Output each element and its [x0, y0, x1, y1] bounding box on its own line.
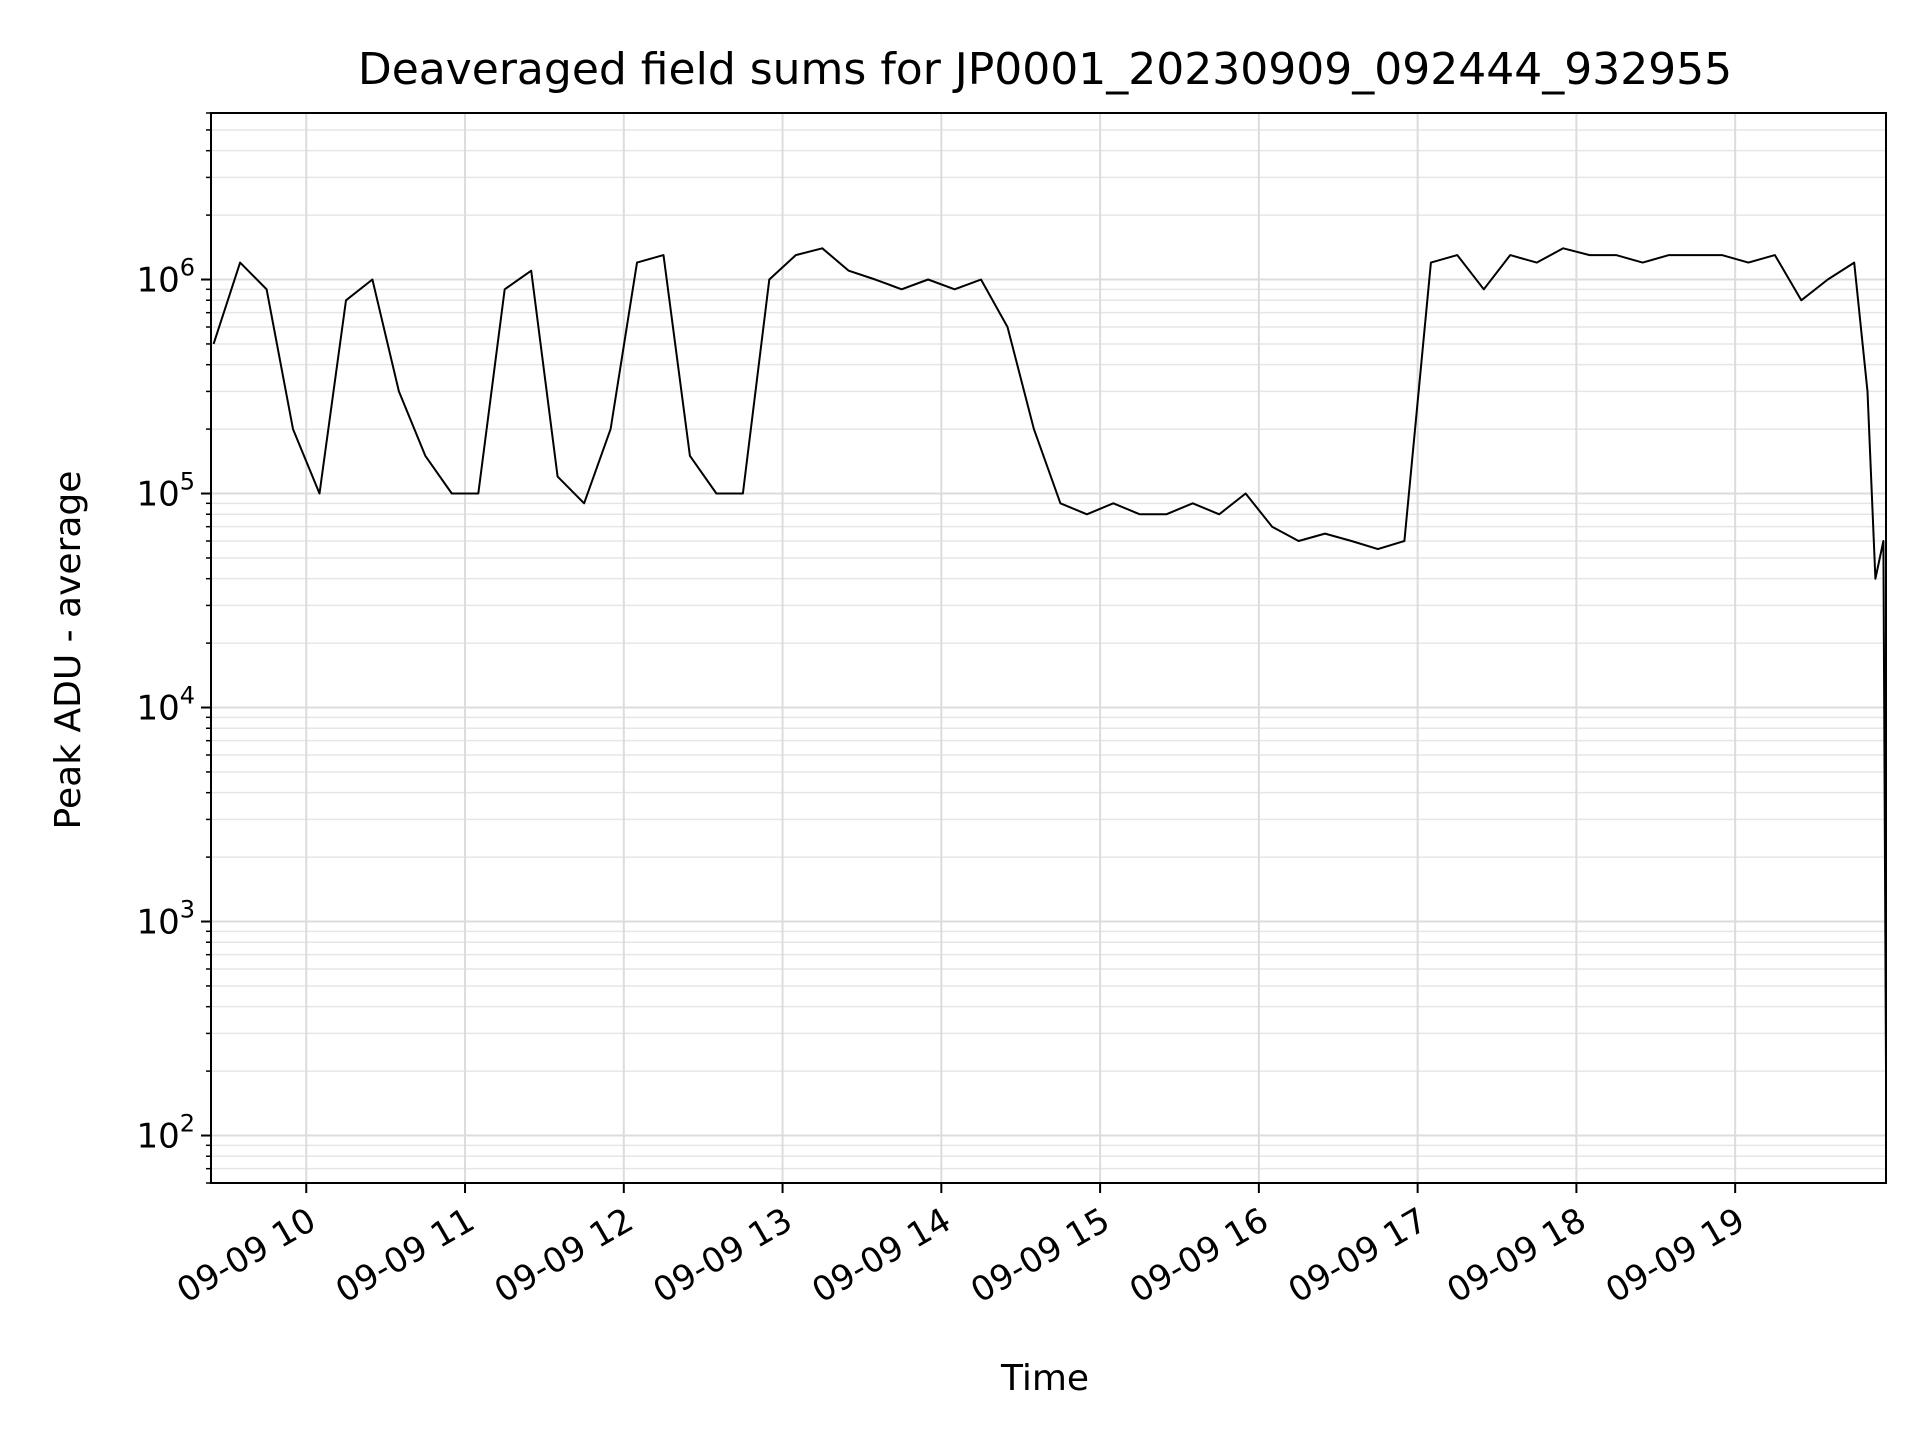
x-axis-label: Time [1000, 1358, 1089, 1399]
y-axis-label: Peak ADU - average [48, 471, 89, 830]
chart-title: Deaveraged field sums for JP0001_2023090… [358, 44, 1732, 95]
